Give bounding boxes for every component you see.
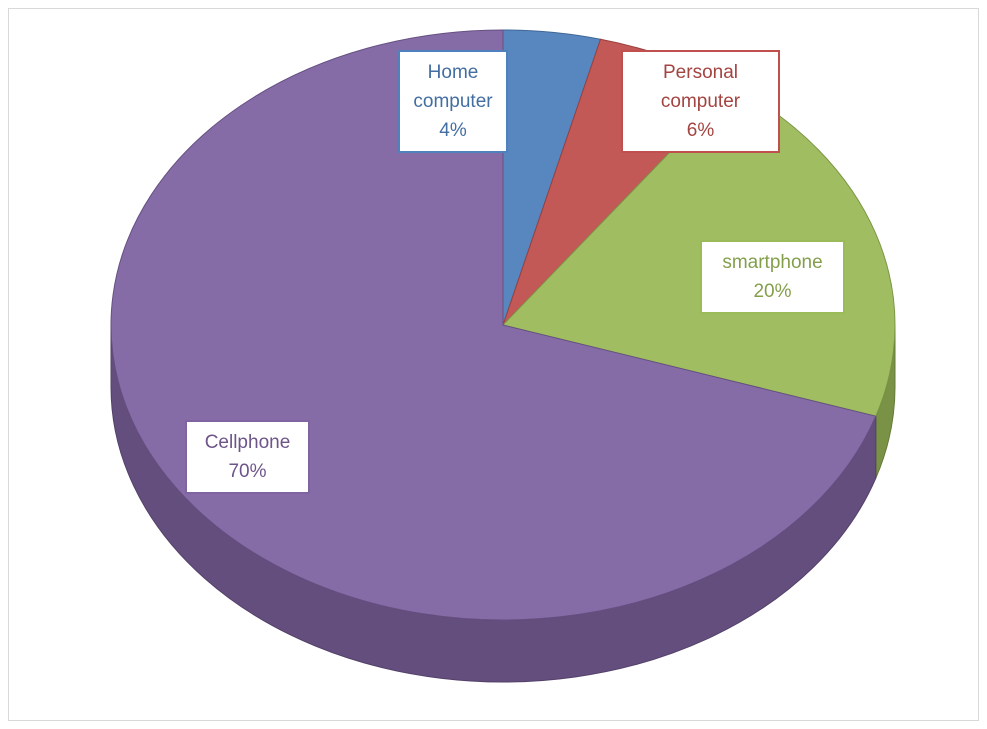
category-label: Home computer: [413, 62, 493, 112]
data-label: Personal computer 6%: [621, 50, 780, 153]
value-label: 20%: [753, 281, 792, 302]
chart-frame: [8, 8, 979, 721]
data-label: Cellphone 70%: [185, 420, 310, 494]
value-label: 6%: [686, 120, 715, 141]
value-label: 70%: [228, 461, 267, 482]
data-label: smartphone 20%: [700, 240, 845, 314]
category-label: Cellphone: [204, 432, 291, 453]
category-label: Personal computer: [660, 62, 741, 112]
category-label: smartphone: [722, 252, 823, 273]
value-label: 4%: [439, 120, 467, 141]
data-label: Home computer 4%: [398, 50, 508, 153]
